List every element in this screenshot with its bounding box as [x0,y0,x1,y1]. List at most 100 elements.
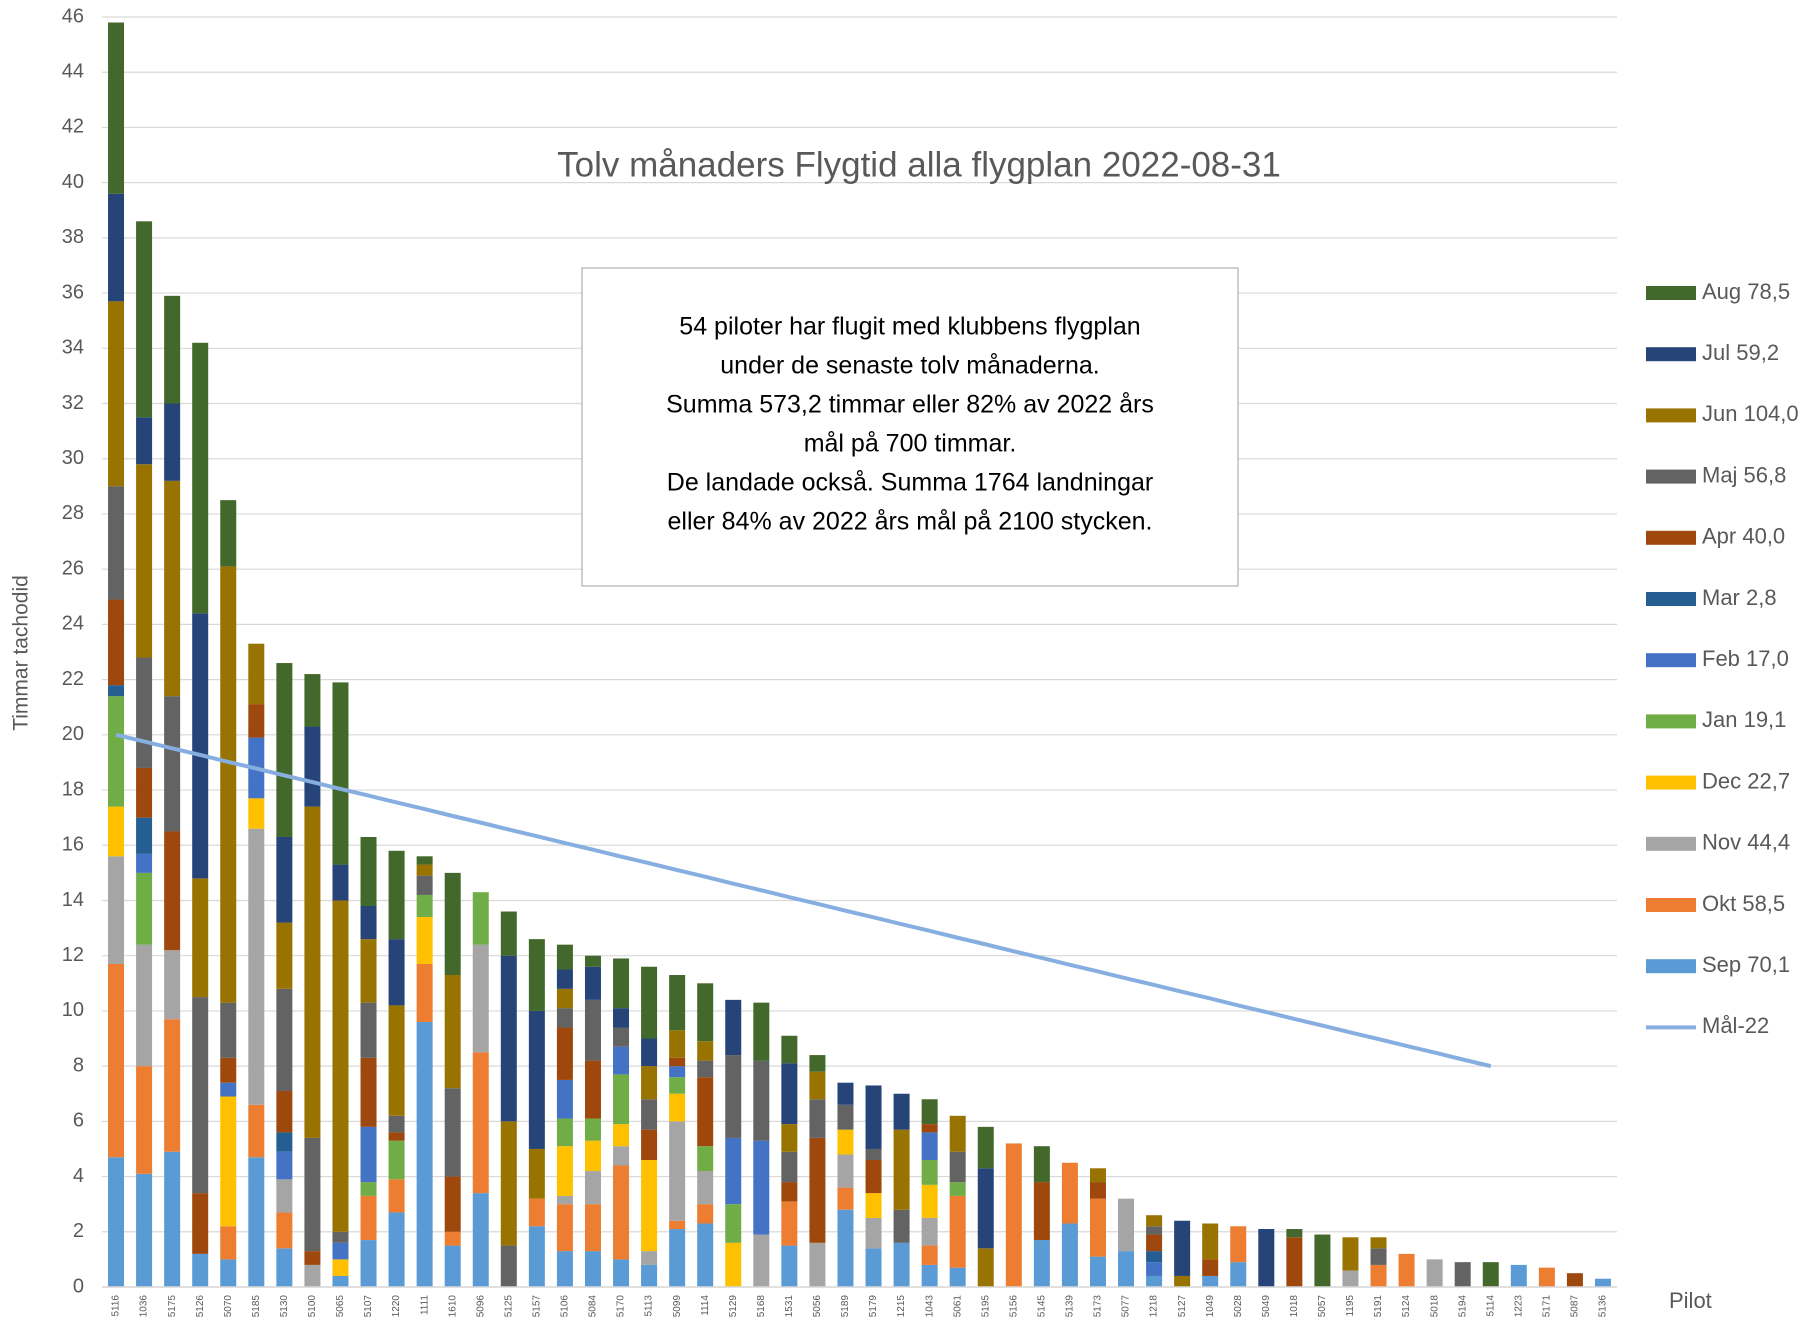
legend-label: Okt 58,5 [1702,891,1785,916]
bar-segment [1398,1253,1415,1287]
bar-segment [444,1176,461,1232]
bar-segment [1146,1262,1163,1276]
x-tick-label: 5185 [251,1295,262,1318]
bar-segment [416,875,433,895]
bar-segment [276,988,293,1091]
bar-segment [809,1137,826,1243]
legend-swatch [1646,469,1696,484]
bar-segment [556,944,573,970]
bar-segment [921,1132,938,1160]
bar-segment [837,1104,854,1130]
bar-segment [949,1151,966,1183]
bar-segment [1146,1275,1163,1287]
x-tick-label: 1018 [1289,1295,1300,1318]
bar-segment [921,1124,938,1133]
bar-segment [725,1204,742,1243]
bar-segment [332,900,349,1232]
bar-segment [556,1118,573,1147]
bar-segment [1342,1237,1359,1271]
bar-segment [697,1223,714,1287]
x-tick-label: 1218 [1149,1295,1160,1318]
bar-segment [613,1259,630,1287]
bar-segment [641,1264,658,1287]
y-tick-label: 46 [62,5,84,27]
bar-segment [1286,1229,1303,1238]
bar-segment [192,613,209,879]
x-tick-label: 5107 [363,1295,374,1318]
bar-segment [136,657,153,768]
bar-segment [164,831,181,951]
legend-label: Dec 22,7 [1702,768,1790,793]
bar-segment [276,1090,293,1133]
x-tick-label: 5106 [560,1295,571,1318]
x-tick-label: 5126 [195,1295,206,1318]
bar-segment [753,1234,770,1287]
legend-swatch [1646,836,1696,851]
bar-segment [1482,1262,1499,1287]
bar-segment [444,1088,461,1177]
bar-segment [416,864,433,876]
bar-segment [388,1140,405,1180]
bar-segment [613,1124,630,1147]
bar-segment [949,1195,966,1268]
bar-segment [613,1074,630,1125]
bar-segment [220,1096,237,1227]
annotation-line: 54 piloter har flugit med klubbens flygp… [679,313,1140,341]
bar-segment [556,1008,573,1028]
x-tick-label: 5191 [1373,1295,1384,1318]
x-tick-label: 5125 [503,1295,514,1318]
x-tick-label: 5194 [1457,1295,1468,1318]
x-axis-label: Pilot [1669,1288,1712,1313]
bar-segment [444,872,461,976]
x-tick-label: 1220 [391,1295,402,1318]
bar-segment [1033,1240,1050,1287]
bar-segment [192,1253,209,1287]
bar-segment [584,1140,601,1172]
bar-segment [977,1168,994,1249]
bar-segment [444,975,461,1089]
bar-segment [921,1099,938,1125]
bar-segment [1538,1267,1555,1287]
bar-segment [584,1204,601,1252]
bar-segment [641,1066,658,1100]
annotation-box [581,267,1239,587]
bar-segment [416,963,433,1022]
bar-segment [164,480,181,697]
x-tick-label: 5173 [1093,1295,1104,1318]
x-tick-label: 5139 [1065,1295,1076,1318]
y-tick-label: 14 [62,889,84,911]
bar-segment [669,1220,686,1230]
bar-segment [164,295,181,404]
bar-segment [584,1060,601,1119]
x-tick-label: 5096 [475,1295,486,1318]
bar-segment [220,1057,237,1083]
bar-segment [332,682,349,865]
bar-segment [1118,1198,1135,1252]
bar-segment [1370,1248,1387,1265]
bar-segment [613,1027,630,1047]
bar-segment [865,1085,882,1149]
bar-segment [136,944,153,1067]
x-tick-label: 5136 [1598,1295,1609,1318]
bar-segment [108,301,125,487]
bar-segment [164,403,181,481]
bar-segment [556,1251,573,1287]
bar-segment [781,1124,798,1152]
bar-segment [192,342,209,614]
bar-segment [584,955,601,967]
annotation-line: eller 84% av 2022 års mål på 2100 stycke… [668,508,1153,536]
bar-segment [108,806,125,857]
bar-segment [164,950,181,1020]
x-tick-label: 5157 [532,1295,543,1318]
bar-segment [753,1060,770,1141]
bar-segment [669,975,686,1031]
bar-segment [136,817,153,854]
legend-label: Maj 56,8 [1702,462,1786,487]
x-tick-label: 5127 [1177,1295,1188,1318]
bar-segment [613,1008,630,1028]
y-tick-label: 22 [62,668,84,690]
x-tick-label: 5100 [307,1295,318,1318]
x-tick-label: 1195 [1345,1295,1356,1317]
bar-segment [865,1217,882,1249]
